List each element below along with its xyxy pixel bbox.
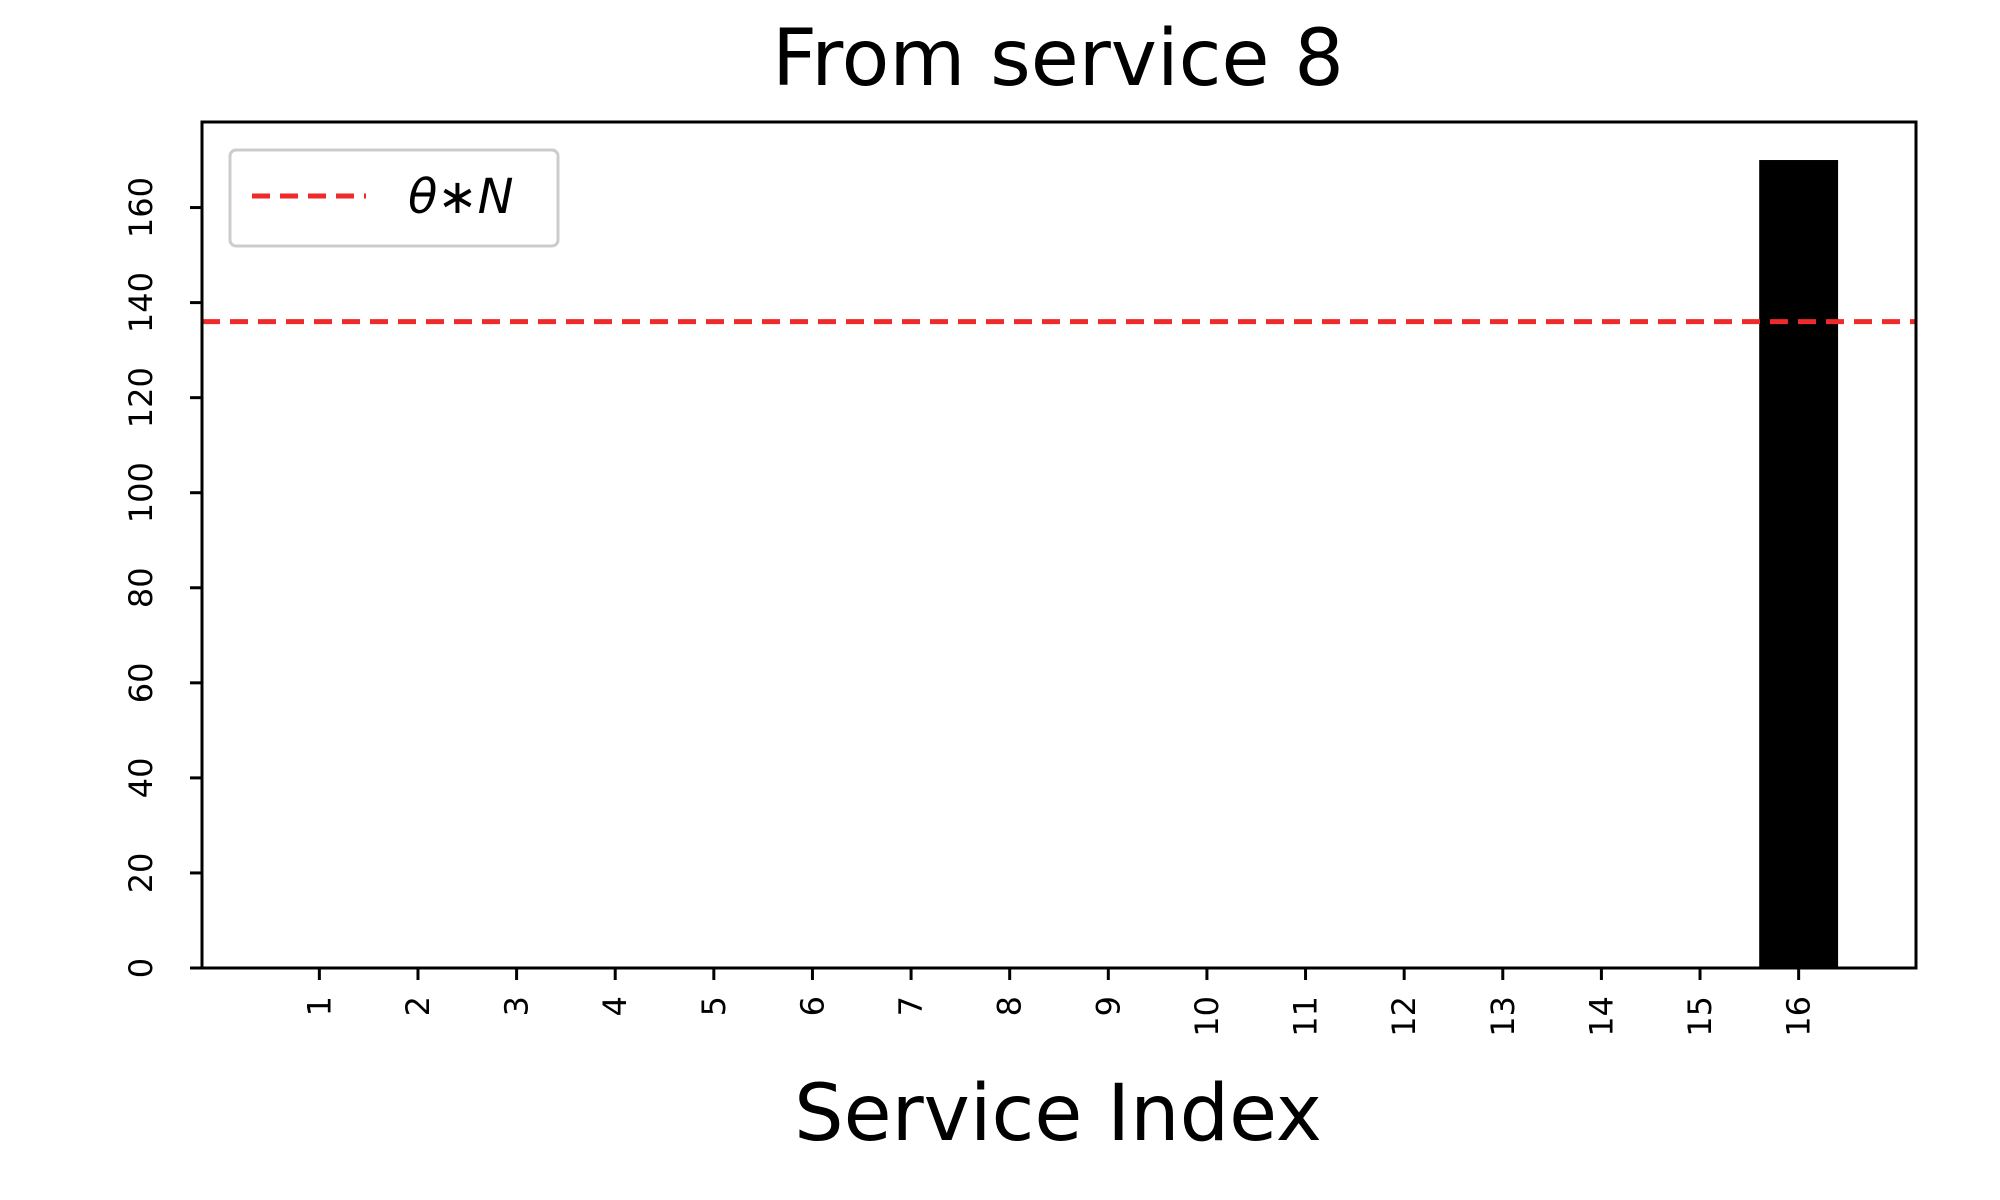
y-tick-label-100: 100 (122, 462, 160, 523)
chart-title: From service 8 (772, 14, 1344, 104)
x-tick-label-16: 16 (1780, 996, 1818, 1037)
x-axis: 1 2 3 4 5 6 7 8 9 10 11 12 13 14 15 16 (300, 968, 1818, 1037)
x-axis-label: Service Index (794, 1069, 1322, 1159)
y-tick-label-120: 120 (122, 367, 160, 428)
y-axis: 0 20 40 60 80 100 120 140 160 (122, 177, 202, 978)
x-tick-label-10: 10 (1188, 996, 1226, 1037)
y-tick-label-80: 80 (122, 567, 160, 608)
x-tick-label-12: 12 (1385, 996, 1423, 1037)
bar-16 (1759, 160, 1839, 969)
y-tick-label-40: 40 (122, 758, 160, 799)
bars-layer (1759, 160, 1839, 969)
x-tick-label-15: 15 (1681, 996, 1719, 1037)
x-tick-label-9: 9 (1089, 996, 1127, 1016)
y-tick-label-20: 20 (122, 853, 160, 894)
x-tick-label-13: 13 (1484, 996, 1522, 1037)
x-tick-label-2: 2 (399, 996, 437, 1016)
legend-box (228, 148, 560, 248)
x-tick-label-11: 11 (1287, 996, 1325, 1037)
x-tick-label-3: 3 (498, 996, 536, 1016)
x-tick-label-5: 5 (695, 996, 733, 1016)
legend: θ∗N (228, 148, 560, 248)
x-tick-label-14: 14 (1582, 996, 1620, 1037)
y-tick-label-140: 140 (122, 272, 160, 333)
y-tick-label-60: 60 (122, 662, 160, 703)
x-tick-label-6: 6 (793, 996, 831, 1016)
y-tick-label-160: 160 (122, 177, 160, 238)
x-tick-label-4: 4 (596, 996, 634, 1016)
y-tick-label-0: 0 (122, 958, 160, 978)
legend-label: θ∗N (408, 169, 514, 225)
x-tick-label-8: 8 (991, 996, 1029, 1016)
plot-frame (200, 120, 1918, 970)
x-tick-label-7: 7 (892, 996, 930, 1016)
x-tick-label-1: 1 (300, 996, 338, 1016)
